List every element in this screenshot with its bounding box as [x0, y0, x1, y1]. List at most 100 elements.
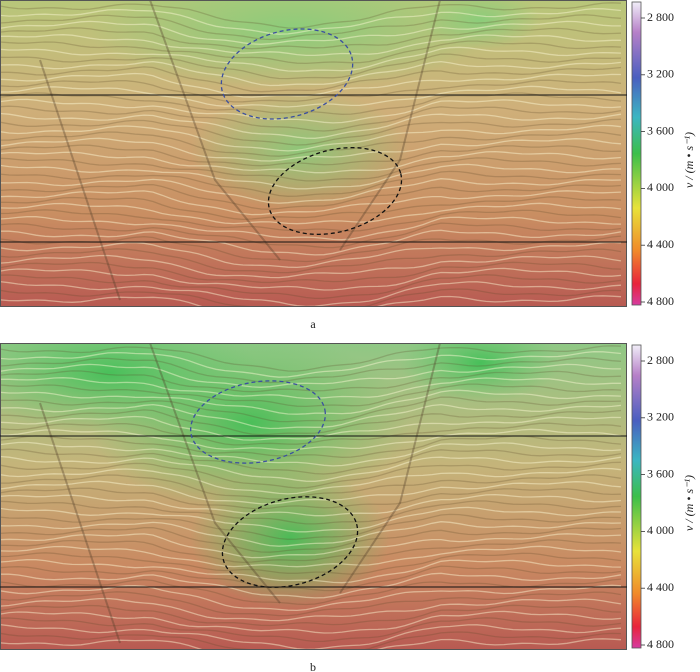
reflector — [0, 428, 622, 451]
reflector — [0, 526, 622, 553]
panel-label: a — [310, 317, 316, 331]
reflector — [0, 572, 622, 599]
colorbar-tick-label: 3 200 — [647, 410, 674, 424]
reflector — [0, 14, 622, 41]
reflector — [0, 631, 622, 650]
colorbar — [631, 344, 642, 649]
highlight-ellipse — [267, 147, 403, 235]
reflector — [0, 229, 622, 256]
colorbar-title: v / (m • s⁻¹) — [682, 132, 696, 188]
reflector — [0, 487, 622, 510]
reflector — [0, 409, 622, 436]
reflector — [0, 467, 622, 495]
basin-edge — [149, 0, 281, 261]
reflector — [0, 591, 622, 617]
reflector — [0, 461, 622, 489]
reflector — [0, 533, 622, 559]
reflector — [0, 500, 622, 525]
reflector — [0, 455, 622, 482]
reflector — [0, 521, 622, 547]
reflector — [0, 254, 622, 279]
panel-label: b — [310, 660, 316, 672]
reflector — [0, 98, 622, 124]
colorbar-tick-label: 3 200 — [647, 67, 674, 81]
reflector — [0, 383, 622, 408]
reflector — [0, 183, 622, 210]
seismic-image — [0, 0, 627, 307]
reflector — [0, 552, 622, 575]
velocity-anomaly — [90, 0, 490, 90]
reflector — [0, 480, 622, 505]
colorbar-tick-label: 3 600 — [647, 123, 674, 137]
reflector — [0, 345, 622, 372]
reflector — [0, 357, 622, 384]
reflector — [0, 267, 622, 291]
colorbar-tick-label: 2 800 — [647, 353, 674, 367]
seismic-image — [0, 343, 627, 650]
reflector — [0, 85, 622, 108]
reflector — [0, 295, 622, 307]
reflector — [0, 40, 622, 65]
reflector — [0, 370, 622, 393]
colorbar-tick-label: 2 800 — [647, 10, 674, 24]
reflector — [0, 248, 622, 274]
reflector — [0, 584, 622, 612]
reflector — [0, 34, 621, 57]
reflector — [0, 539, 622, 564]
colorbar-tick-label: 4 000 — [647, 523, 674, 537]
colorbar-tick-label: 3 600 — [647, 466, 674, 480]
reflector — [0, 222, 622, 249]
reflector — [0, 610, 622, 634]
velocity-anomaly — [400, 343, 560, 403]
colorbar-title: v / (m • s⁻¹) — [682, 475, 696, 531]
reflector — [0, 196, 622, 221]
reflector — [0, 209, 622, 232]
reflector — [0, 112, 622, 139]
reflector — [0, 66, 622, 93]
reflector — [0, 377, 621, 400]
colorbar-tick-label: 4 400 — [647, 237, 674, 251]
highlight-ellipse — [190, 380, 326, 464]
highlight-ellipse — [221, 496, 359, 588]
reflector — [0, 92, 622, 115]
reflector — [0, 415, 622, 441]
reflector — [0, 170, 622, 197]
reflector — [0, 474, 622, 500]
reflector — [0, 178, 622, 204]
reflector — [0, 389, 622, 415]
image-frame — [0, 343, 627, 650]
colorbar-tick-label: 4 400 — [647, 580, 674, 594]
reflector — [0, 604, 622, 627]
reflector — [0, 118, 622, 146]
reflector — [0, 506, 622, 533]
reflector — [0, 565, 622, 592]
fault — [39, 59, 121, 301]
reflector — [0, 105, 622, 132]
fault — [39, 402, 121, 644]
reflector — [0, 8, 622, 35]
reflector — [0, 2, 622, 29]
reflector — [0, 363, 621, 388]
reflector — [0, 545, 622, 568]
reflector — [0, 124, 622, 152]
velocity-anomaly — [420, 0, 540, 50]
reflector — [0, 422, 622, 446]
reflector — [0, 441, 622, 467]
reflector — [0, 597, 622, 622]
basin-edge — [339, 343, 441, 594]
reflector — [0, 638, 622, 650]
reflector — [0, 274, 622, 300]
reflector — [0, 241, 622, 269]
basin-edge — [339, 0, 441, 251]
reflector — [0, 216, 622, 241]
seismic-panel: 2 800 3 200 3 600 4 000 4 400 4 800 v / (m • s… — [0, 343, 696, 672]
colorbar-tick-label: 4 000 — [647, 180, 674, 194]
reflector — [0, 190, 622, 216]
reflector — [0, 46, 622, 72]
highlight-ellipse — [220, 28, 354, 120]
colorbar-tick-label: 4 800 — [647, 637, 674, 651]
velocity-anomaly — [190, 90, 410, 210]
velocity-anomaly — [190, 468, 390, 608]
seismic-panel: 2 800 3 200 3 600 4 000 4 400 4 800 v / (m • s… — [0, 0, 696, 331]
reflector — [0, 131, 622, 157]
